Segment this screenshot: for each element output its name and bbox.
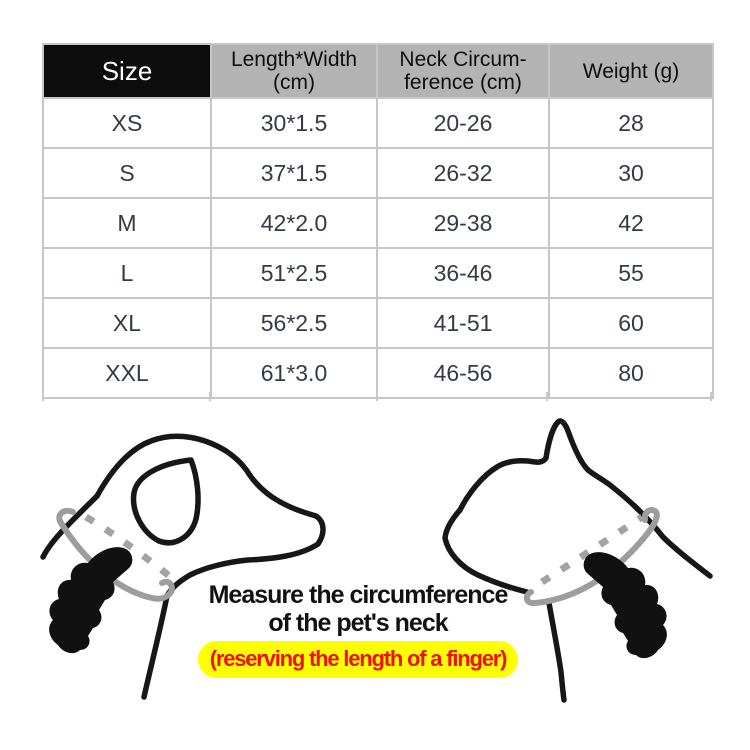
cell-size: L: [42, 247, 212, 299]
cell-size: S: [42, 147, 212, 199]
header-size: Size: [42, 43, 212, 99]
cat-head-outline-icon: [442, 418, 713, 703]
dog-ear-path: [130, 457, 201, 546]
pointing-hand-icon: [583, 552, 667, 659]
grid-stub: [546, 392, 548, 401]
table-row: XXL 61*3.0 46-56 80: [42, 347, 714, 399]
cell-size: XXL: [42, 347, 212, 399]
header-line: Neck Circum-: [399, 48, 527, 71]
cell-weight: 30: [548, 147, 714, 199]
table-row: XS 30*1.5 20-26 28: [42, 97, 714, 149]
dog-tape-path: [56, 507, 175, 602]
cell-length-width: 30*1.5: [210, 97, 378, 149]
pointing-hand-icon: [49, 547, 133, 654]
cat-neck-path: [546, 600, 567, 703]
neck-measuring-illustration: [40, 418, 713, 703]
header-weight: Weight (g): [548, 43, 714, 99]
grid-stub: [42, 392, 44, 401]
cat-tape-path: [523, 507, 660, 607]
cell-weight: 55: [548, 247, 714, 299]
cell-size: XS: [42, 97, 212, 149]
header-line: (cm): [273, 71, 315, 94]
table-row: S 37*1.5 26-32 30: [42, 147, 714, 199]
cell-length-width: 42*2.0: [210, 197, 378, 249]
cell-size: M: [42, 197, 212, 249]
header-neck-circumference: Neck Circum-ference (cm): [376, 43, 550, 99]
header-line: Length*Width: [230, 48, 358, 71]
dog-head-outline-icon: [40, 433, 326, 700]
measuring-caption: Measure the circumference of the pet's n…: [183, 581, 533, 678]
header-line: Size: [101, 55, 153, 86]
cell-neck-circumference: 26-32: [376, 147, 550, 199]
cell-length-width: 51*2.5: [210, 247, 378, 299]
cell-weight: 80: [548, 347, 714, 399]
cat-head-path: [442, 418, 713, 595]
cell-neck-circumference: 46-56: [376, 347, 550, 399]
cell-size: XL: [42, 297, 212, 349]
table-header-row: Size Length*Width (cm) Neck Circum-ferenc…: [42, 43, 714, 99]
cell-length-width: 37*1.5: [210, 147, 378, 199]
grid-stub: [209, 392, 211, 401]
header-length-width: Length*Width (cm): [210, 43, 378, 99]
caption-line-1: Measure the circumference: [208, 581, 509, 609]
caption-line-2: of the pet's neck: [268, 609, 448, 637]
dog-tape-dashed-path: [84, 513, 176, 582]
cell-weight: 28: [548, 97, 714, 149]
header-line: Weight (g): [582, 59, 680, 83]
cell-neck-circumference: 20-26: [376, 97, 550, 149]
header-line: ference (cm): [404, 71, 522, 94]
table-row: XL 56*2.5 41-51 60: [42, 297, 714, 349]
cell-weight: 42: [548, 197, 714, 249]
dog-head-path: [40, 433, 326, 700]
finger-length-note: (reserving the length of a finger): [197, 641, 519, 678]
measuring-tape-icon: [523, 507, 660, 607]
cell-neck-circumference: 41-51: [376, 297, 550, 349]
grid-stub: [710, 392, 712, 401]
table-row: L 51*2.5 36-46 55: [42, 247, 714, 299]
grid-stub: [376, 392, 378, 401]
cell-length-width: 56*2.5: [210, 297, 378, 349]
size-chart-table: Size Length*Width (cm) Neck Circum-ferenc…: [42, 43, 714, 399]
cell-neck-circumference: 36-46: [376, 247, 550, 299]
cell-weight: 60: [548, 297, 714, 349]
cell-neck-circumference: 29-38: [376, 197, 550, 249]
cell-length-width: 61*3.0: [210, 347, 378, 399]
table-row: M 42*2.0 29-38 42: [42, 197, 714, 249]
measuring-tape-icon: [56, 507, 176, 602]
